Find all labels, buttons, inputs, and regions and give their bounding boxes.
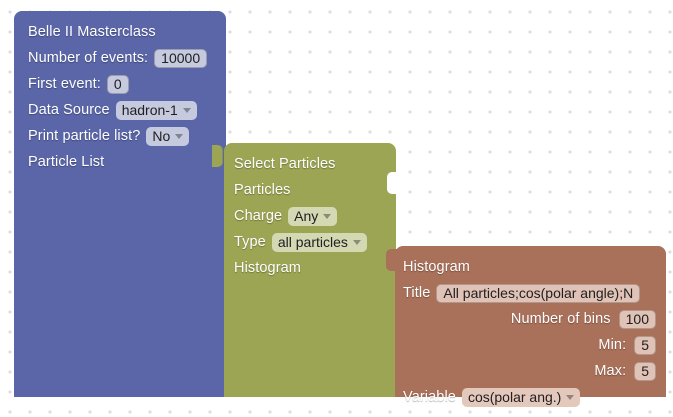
label-particles: Particles xyxy=(234,182,291,198)
label-number-of-bins: Number of bins xyxy=(510,311,611,327)
chevron-down-icon xyxy=(323,213,332,219)
label-min: Min: xyxy=(598,337,627,353)
row-number-of-bins: Number of bins 100 xyxy=(403,306,666,332)
label-number-of-events: Number of events: xyxy=(28,50,149,66)
label-type: Type xyxy=(234,234,266,250)
label-data-source: Data Source xyxy=(28,102,110,118)
chevron-down-icon xyxy=(182,107,191,113)
connector-tab-histogram xyxy=(386,249,397,271)
field-max[interactable]: 5 xyxy=(634,361,656,381)
block-title-select-particles: Select Particles xyxy=(234,156,336,172)
block-title-row: Histogram xyxy=(403,254,666,280)
row-max: Max: 5 xyxy=(403,358,666,384)
dropdown-charge[interactable]: Any xyxy=(288,206,338,226)
row-first-event: First event: 0 xyxy=(28,71,226,97)
row-variable: Variable cos(polar ang.) xyxy=(403,384,666,410)
row-histogram-title: Title All particles;cos(polar angle);N xyxy=(403,280,666,306)
field-histogram-title[interactable]: All particles;cos(polar angle);N xyxy=(436,283,641,303)
label-print-particle-list: Print particle list? xyxy=(28,128,141,144)
row-min: Min: 5 xyxy=(403,332,666,358)
dropdown-print-particle-list-value: No xyxy=(152,127,171,144)
label-charge: Charge xyxy=(234,208,283,224)
dropdown-type[interactable]: all particles xyxy=(271,232,367,252)
block-histogram[interactable]: Histogram Title All particles;cos(polar … xyxy=(395,246,666,407)
block-title-row: Belle II Masterclass xyxy=(28,19,226,45)
dropdown-type-value: all particles xyxy=(277,233,348,250)
label-first-event: First event: xyxy=(28,76,101,92)
block-select-particles[interactable]: Select Particles Particles Charge Any Ty… xyxy=(224,143,396,397)
row-number-of-events: Number of events: 10000 xyxy=(28,45,226,71)
label-particle-list: Particle List xyxy=(28,154,105,170)
chevron-down-icon xyxy=(352,239,361,245)
block-title-row: Select Particles xyxy=(234,151,396,177)
label-max: Max: xyxy=(594,363,627,379)
row-charge: Charge Any xyxy=(234,203,396,229)
row-type: Type all particles xyxy=(234,229,396,255)
dropdown-data-source[interactable]: hadron-1 xyxy=(115,100,197,120)
field-first-event[interactable]: 0 xyxy=(106,74,129,94)
field-number-of-bins[interactable]: 100 xyxy=(618,309,656,329)
chevron-down-icon xyxy=(566,394,575,400)
chevron-down-icon xyxy=(175,133,184,139)
label-histogram-input: Histogram xyxy=(234,260,301,276)
dropdown-variable-value: cos(polar ang.) xyxy=(467,388,562,405)
block-belle-ii-masterclass[interactable]: Belle II Masterclass Number of events: 1… xyxy=(14,11,226,397)
dropdown-data-source-value: hadron-1 xyxy=(121,101,178,118)
block-title-masterclass: Belle II Masterclass xyxy=(28,24,156,40)
field-number-of-events[interactable]: 10000 xyxy=(154,48,208,68)
dropdown-print-particle-list[interactable]: No xyxy=(146,126,190,146)
dropdown-charge-value: Any xyxy=(294,207,319,224)
row-particle-list: Particle List xyxy=(28,149,226,175)
row-particles: Particles xyxy=(234,177,396,203)
row-data-source: Data Source hadron-1 xyxy=(28,97,226,123)
dropdown-variable[interactable]: cos(polar ang.) xyxy=(461,387,581,407)
block-title-histogram: Histogram xyxy=(403,259,470,275)
row-histogram-input: Histogram xyxy=(234,255,396,281)
connector-tab-particle-list xyxy=(212,145,223,167)
row-print-particle-list: Print particle list? No xyxy=(28,123,226,149)
field-min[interactable]: 5 xyxy=(634,335,656,355)
socket-particles-input[interactable] xyxy=(387,172,396,194)
label-histogram-title: Title xyxy=(403,285,431,301)
label-variable: Variable xyxy=(403,389,456,405)
